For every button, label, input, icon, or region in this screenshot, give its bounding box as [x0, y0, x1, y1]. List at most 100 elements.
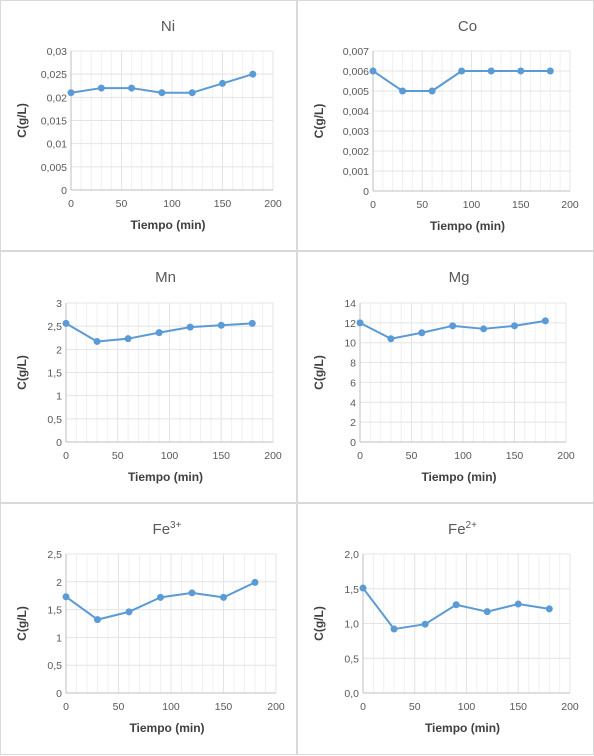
data-point — [93, 337, 101, 345]
chart-panel: 0 0,5 1 1,5 2 2,5 3 0 50 100 150 200 Mn Tiempo (min) C… — [0, 251, 297, 503]
y-tick-label: 1 — [56, 391, 62, 403]
y-tick-label: 8 — [350, 358, 356, 370]
y-tick-label: 1,5 — [344, 584, 359, 596]
y-tick-label: 3 — [56, 298, 62, 310]
x-axis-label: Tiempo (min) — [130, 218, 205, 232]
data-point — [452, 601, 460, 609]
data-point — [94, 616, 101, 624]
chart-panel: 0 0,005 0,01 0,015 0,02 0,025 0,03 0 50 100 150 200… — [0, 0, 297, 251]
data-point — [359, 584, 367, 592]
x-tick-label: 150 — [506, 450, 524, 462]
x-axis-label: Tiempo (min) — [129, 721, 204, 735]
x-tick-label: 200 — [267, 701, 285, 713]
chart-svg: 0,0 0,5 1,0 1,5 2,0 0 50 100 150 200 Fe2+ Tiempo (m… — [312, 520, 579, 735]
chart-title: Co — [458, 18, 477, 35]
x-tick-label: 200 — [264, 198, 282, 210]
chart-title: Ni — [161, 18, 175, 35]
data-point — [387, 335, 395, 343]
x-tick-label: 0 — [360, 701, 366, 713]
chart-svg: 0 2 4 6 8 10 12 14 0 50 100 150 200 Mg Tiempo (min) C(g… — [312, 269, 575, 484]
x-tick-label: 150 — [214, 198, 232, 210]
data-point — [67, 89, 75, 97]
x-tick-label: 100 — [162, 701, 180, 713]
chart-panel: 0 2 4 6 8 10 12 14 0 50 100 150 200 Mg Tiempo (min) C(g… — [297, 251, 594, 503]
x-tick-label: 100 — [463, 199, 481, 211]
y-tick-label: 0,0 — [344, 688, 359, 700]
x-tick-label: 150 — [212, 450, 230, 462]
chart-svg: 0 0,001 0,002 0,003 0,004 0,005 0,006 0,007 0 50 1… — [312, 18, 579, 233]
data-point — [217, 321, 225, 329]
chart-svg: 0 0,5 1 1,5 2 2,5 3 0 50 100 150 200 Mn Tiempo (min) C… — [15, 269, 282, 484]
data-point — [97, 84, 105, 92]
x-tick-label: 100 — [458, 701, 476, 713]
y-axis-label: C(g/L) — [15, 103, 29, 138]
x-axis-label: Tiempo (min) — [421, 470, 496, 484]
x-tick-label: 0 — [63, 450, 69, 462]
data-point — [390, 625, 398, 633]
data-point — [428, 87, 436, 95]
y-tick-label: 0,03 — [47, 46, 68, 58]
data-point — [248, 319, 256, 327]
x-tick-label: 100 — [454, 450, 472, 462]
y-tick-label: 0 — [56, 688, 62, 700]
data-point — [514, 600, 522, 608]
y-tick-label: 2,5 — [47, 321, 62, 333]
data-point — [369, 67, 377, 75]
data-point — [546, 67, 554, 75]
data-point — [251, 578, 259, 586]
x-tick-label: 0 — [63, 701, 69, 713]
data-point — [158, 89, 166, 97]
y-axis-label: C(g/L) — [312, 104, 326, 139]
x-tick-label: 50 — [416, 199, 428, 211]
y-tick-label: 0 — [350, 437, 356, 449]
y-tick-label: 0,004 — [343, 106, 369, 118]
y-tick-label: 12 — [344, 318, 356, 330]
chart-title: Mg — [449, 269, 470, 286]
x-tick-label: 50 — [409, 701, 421, 713]
x-tick-label: 50 — [116, 198, 128, 210]
y-axis-label: C(g/L) — [15, 355, 29, 390]
y-tick-label: 0,015 — [41, 116, 67, 128]
x-tick-label: 200 — [561, 199, 579, 211]
data-point — [541, 317, 549, 325]
y-tick-label: 0,025 — [41, 69, 67, 81]
data-point — [399, 87, 407, 95]
data-point — [356, 319, 364, 327]
y-tick-label: 2,5 — [47, 549, 62, 561]
y-tick-label: 1 — [56, 632, 62, 644]
data-point — [449, 322, 457, 330]
y-tick-label: 4 — [350, 397, 356, 409]
data-point — [62, 593, 70, 601]
y-tick-label: 1,5 — [47, 605, 62, 617]
data-point — [125, 608, 133, 616]
data-point — [128, 84, 136, 92]
y-tick-label: 2 — [350, 417, 356, 429]
x-tick-label: 50 — [113, 701, 125, 713]
y-tick-label: 0,007 — [343, 46, 369, 58]
y-tick-label: 0,001 — [343, 166, 369, 178]
y-tick-label: 0,005 — [343, 86, 369, 98]
y-tick-label: 1,5 — [47, 368, 62, 380]
data-point — [124, 335, 132, 343]
x-tick-label: 200 — [561, 701, 579, 713]
y-axis-label: C(g/L) — [15, 606, 29, 641]
data-point — [511, 322, 518, 330]
chart-svg: 0 0,5 1 1,5 2 2,5 0 50 100 150 200 Fe3+ Tiempo (min)… — [15, 520, 285, 735]
data-point — [157, 593, 164, 601]
y-tick-label: 0,5 — [47, 660, 62, 672]
y-tick-label: 0 — [56, 437, 62, 449]
y-tick-label: 0,5 — [344, 653, 359, 665]
y-tick-label: 2 — [56, 344, 62, 356]
y-tick-label: 0,01 — [47, 139, 68, 151]
data-point — [483, 608, 491, 616]
x-tick-label: 50 — [406, 450, 418, 462]
x-tick-label: 0 — [357, 450, 363, 462]
data-point — [186, 323, 194, 331]
x-tick-label: 50 — [112, 450, 124, 462]
x-tick-label: 0 — [370, 199, 376, 211]
x-tick-label: 100 — [163, 198, 181, 210]
y-tick-label: 2 — [56, 577, 62, 589]
data-point — [62, 319, 70, 327]
chart-title: Fe2+ — [448, 520, 477, 538]
y-tick-label: 0,006 — [343, 66, 369, 78]
